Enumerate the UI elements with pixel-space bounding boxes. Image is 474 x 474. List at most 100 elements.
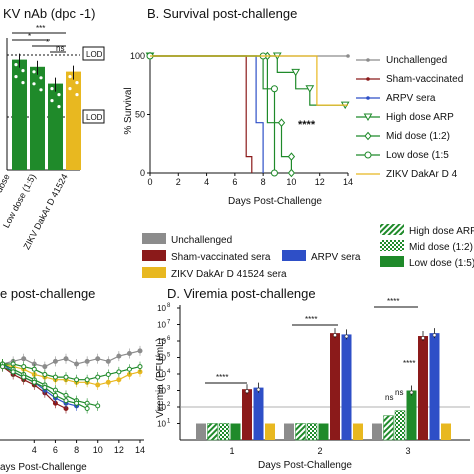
panel-a-bar [66,71,81,170]
legend-swatch-mid [380,240,404,251]
legend-label-unchallenged: Unchallenged [171,235,232,246]
panel-b-marker [270,169,278,177]
panel-a-sig-1: *** [36,24,45,33]
panel-a-bars [12,53,81,170]
panel-a-point [68,87,72,91]
panel-c-lines [0,345,143,414]
panel-b-survival: B. Survival post-challenge 0 50 100 0 2 4 6 8 10… [123,6,353,207]
panel-b-ytick-label: 0 [140,168,145,178]
legend-swatch-low [380,256,404,267]
panel-c-point [31,379,37,385]
panel-c-point [105,371,111,377]
panel-b-marker [305,85,315,93]
panel-c-point [95,374,101,380]
panel-a-sig-4: ns [56,44,64,53]
legend-swatch-unchallenged [142,233,166,244]
panel-a-lod-label: LOD [86,50,103,59]
panel-c-xtick-label: 6 [53,445,58,455]
legend-b-label: Unchallenged [386,55,447,66]
panel-b-line [150,55,348,106]
panel-c-point [21,374,27,380]
panel-a-lod-label-2: LOD [86,113,103,122]
panel-a-point [75,81,79,85]
panel-a-title: KV nAb (dpc -1) [3,6,96,21]
panel-b-ytick-label: 100 [130,51,145,61]
panel-a-nab: KV nAb (dpc -1) LOD LOD *** * * ns dose … [0,6,105,251]
panel-b-lines [145,51,350,178]
panel-a-point [68,75,72,79]
panel-d-bar [394,410,406,441]
panel-d-ytick-label: 10 [157,387,166,396]
panel-c-point [95,356,101,362]
panel-b-xtick-label: 6 [232,177,237,187]
panel-d-ns-2: ns [395,388,403,397]
panel-c-axes: 4 6 8 10 12 14 [0,439,145,455]
legend-label-low: Low dose (1:5) [409,258,474,269]
panel-a-point [50,99,54,103]
panel-c-point [63,398,69,404]
panel-a-point [21,69,25,73]
panel-c-point [42,371,48,377]
panel-d-bar [218,423,230,441]
panel-d-bar [441,423,451,440]
panel-c-point [126,366,132,372]
panel-d-sig-3: **** [387,297,399,306]
panel-a-point [39,76,43,80]
panel-c-point [21,356,27,362]
panel-a-point [14,63,18,67]
legend-label-high: High dose ARP [409,226,474,237]
panel-c-point [137,364,143,370]
panel-d-title: D. Viremia post-challenge [167,286,316,301]
panel-b-xtick-label: 12 [315,177,325,187]
panel-d-ytick-exp: 6 [167,336,171,342]
panel-c-point [52,358,58,364]
panel-a-lod-box [82,46,105,61]
legend-b-label: Sham-vaccinated [386,74,463,85]
panel-a-lod-box-2 [82,109,105,124]
panel-a-point [39,88,43,92]
panel-c-title: e post-challenge [0,286,95,301]
panel-d-xtick-label: 1 [229,446,234,456]
panel-d-bar [242,389,252,440]
panel-d-sig-1: **** [216,373,228,382]
panel-c-point [63,356,69,362]
panel-a-xtick-1: dose [0,172,12,194]
legend-b-label: High dose ARP [386,112,454,123]
panel-a-significance: *** * * ns [12,24,66,53]
panel-d-ytick-exp: 8 [167,303,171,309]
panel-a-bar [12,59,27,170]
panel-d-point [333,333,337,337]
legend-b-label: ARPV sera [386,93,436,104]
panel-b-xtick-label: 14 [343,177,353,187]
panel-c-point [74,377,80,383]
panel-b-xtick-label: 4 [204,177,209,187]
panel-c-point [0,364,6,370]
panel-a-sig-2: * [28,32,31,41]
panel-d-sig-4: **** [403,359,415,368]
panel-c-point [31,366,37,372]
panel-d-point [256,387,261,392]
panel-b-marker [287,168,296,178]
panel-a-point [57,105,61,109]
legend-label-arpv: ARPV sera [311,252,361,263]
panel-d-bar [341,334,352,440]
panel-b-axes: 0 50 100 0 2 4 6 8 10 12 14 [130,51,353,187]
panel-a-point [14,75,18,79]
panel-d-ytick-exp: 1 [167,419,171,425]
panel-d-bar [383,415,394,441]
legend-b-marker [364,131,372,141]
shared-legend: Unchallenged Sham-vaccinated sera ZIKV D… [142,224,474,280]
panel-c-point [74,400,80,406]
panel-c-point [105,379,111,385]
panel-b-ytick-label: 50 [135,110,145,120]
panel-c-point [95,382,101,388]
panel-d-ytick-label: 10 [157,420,166,429]
panel-b-marker [287,152,296,161]
panel-d-bar [253,387,264,440]
panel-d-point [245,389,249,394]
panel-a-point [32,82,36,86]
panel-c-point [63,374,69,380]
panel-b-marker [291,68,301,77]
panel-a-bar [48,83,63,170]
